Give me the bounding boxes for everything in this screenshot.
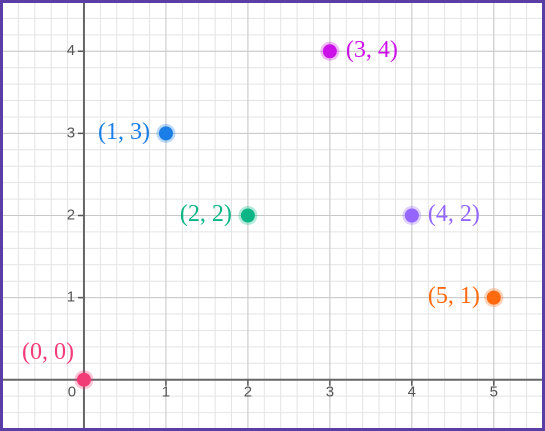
y-tick-label: 2 xyxy=(67,206,75,223)
x-tick-label: 2 xyxy=(244,384,252,401)
point-label: (1, 3) xyxy=(98,119,150,145)
point xyxy=(486,290,501,305)
x-tick-label: 4 xyxy=(408,384,416,401)
x-tick-label: 5 xyxy=(490,384,498,401)
point-label: (3, 4) xyxy=(346,37,398,63)
points: (0, 0) (1, 3) (2, 2) (3, 4) (4, 2) (5, 1) xyxy=(22,37,504,390)
point xyxy=(240,208,255,223)
point xyxy=(76,372,91,387)
point-label: (5, 1) xyxy=(428,283,480,309)
x-tick-label: 0 xyxy=(68,384,76,401)
y-tick-label: 1 xyxy=(67,289,75,306)
point-label: (0, 0) xyxy=(22,339,74,365)
point xyxy=(404,208,419,223)
point-label: (2, 2) xyxy=(180,201,232,227)
point xyxy=(322,44,337,59)
x-tick-label: 3 xyxy=(326,384,334,401)
y-tick-label: 4 xyxy=(67,42,75,59)
point-label: (4, 2) xyxy=(428,201,480,227)
x-tick-label: 1 xyxy=(162,384,170,401)
y-tick-label: 3 xyxy=(67,124,75,141)
point xyxy=(158,126,173,141)
